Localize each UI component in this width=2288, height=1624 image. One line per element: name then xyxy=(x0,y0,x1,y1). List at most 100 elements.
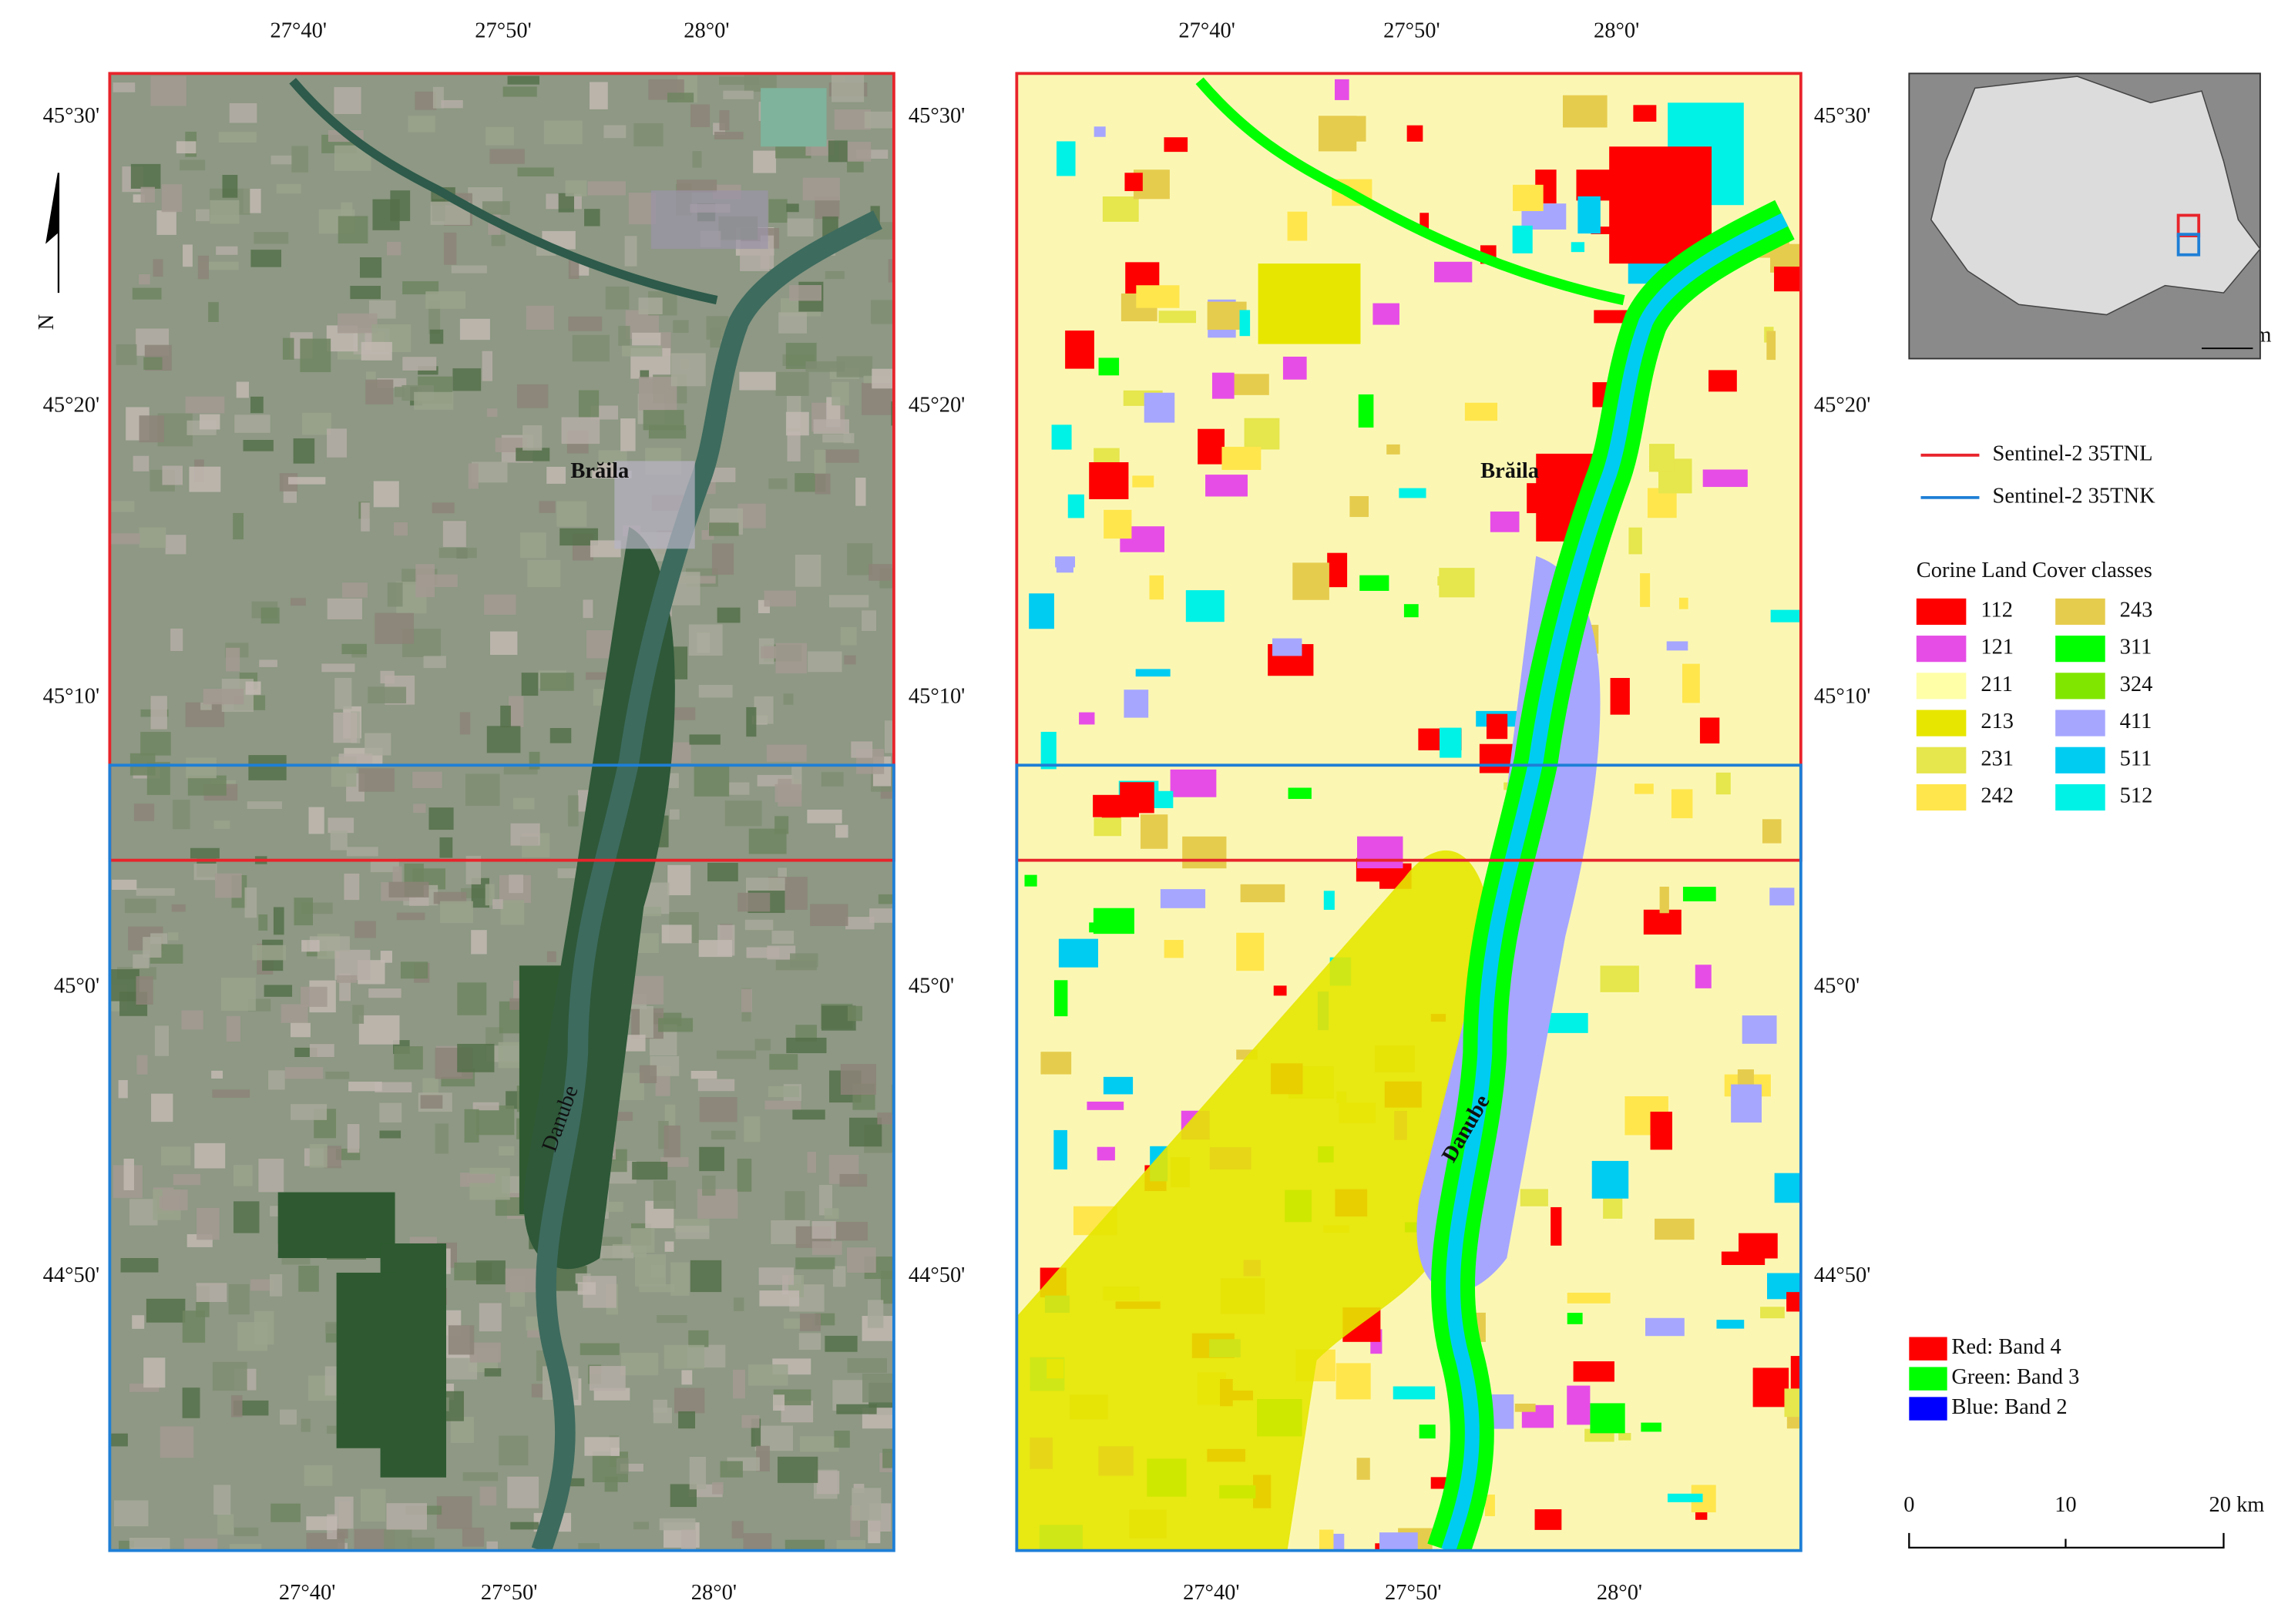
landcover-patch xyxy=(1338,116,1366,142)
tile-frame xyxy=(1015,72,1803,862)
field xyxy=(358,1015,400,1045)
field xyxy=(334,1496,354,1529)
landcover-patch xyxy=(1349,495,1369,518)
field xyxy=(146,1298,186,1323)
field xyxy=(521,673,539,696)
field xyxy=(635,1254,667,1287)
field xyxy=(507,1476,539,1508)
field xyxy=(402,281,439,295)
field xyxy=(811,1241,842,1256)
field xyxy=(657,1315,687,1324)
field xyxy=(270,155,293,165)
field xyxy=(401,961,428,979)
field xyxy=(111,501,135,512)
field xyxy=(475,1260,506,1285)
field xyxy=(872,368,893,389)
class-swatch xyxy=(2055,673,2105,700)
field xyxy=(250,396,264,414)
band-label: Red: Band 4 xyxy=(1951,1335,2061,1359)
field xyxy=(664,1126,680,1158)
field xyxy=(413,804,426,814)
landcover-patch xyxy=(1534,1509,1562,1530)
field xyxy=(670,353,706,387)
latitude-label: 45°20' xyxy=(909,394,965,418)
field xyxy=(254,1310,274,1345)
field xyxy=(440,901,473,924)
field xyxy=(559,528,598,546)
field xyxy=(733,1369,746,1399)
field xyxy=(516,448,550,461)
field xyxy=(831,73,865,102)
landcover-patch xyxy=(1512,225,1533,253)
field xyxy=(592,470,632,478)
field xyxy=(694,765,730,797)
field xyxy=(675,1226,710,1240)
field xyxy=(341,643,367,655)
field xyxy=(840,1063,877,1095)
field xyxy=(150,75,186,106)
field xyxy=(308,807,324,834)
landcover-patch xyxy=(1551,1206,1562,1246)
field xyxy=(156,210,176,235)
field xyxy=(436,1496,472,1529)
field xyxy=(234,1165,253,1186)
field xyxy=(699,1146,724,1172)
field xyxy=(139,415,165,443)
field xyxy=(799,1436,839,1452)
field xyxy=(633,1522,649,1530)
field xyxy=(558,193,574,213)
field xyxy=(350,286,381,300)
field xyxy=(176,141,197,154)
landcover-patch xyxy=(1334,79,1349,100)
field xyxy=(358,768,395,792)
field xyxy=(529,751,540,770)
landcover-patch xyxy=(1104,509,1132,539)
field xyxy=(130,163,161,189)
landcover-patch xyxy=(1065,331,1094,369)
field xyxy=(443,232,457,265)
field xyxy=(536,247,556,256)
field xyxy=(193,863,217,881)
field xyxy=(438,548,477,559)
field xyxy=(689,1456,707,1490)
field xyxy=(484,594,516,615)
field xyxy=(638,297,663,314)
field xyxy=(845,917,875,930)
field xyxy=(212,1361,247,1391)
field xyxy=(748,1364,788,1386)
field xyxy=(509,874,523,894)
field xyxy=(423,656,446,669)
field xyxy=(690,1260,722,1293)
field xyxy=(258,914,268,931)
field xyxy=(352,1005,365,1024)
field xyxy=(792,1109,825,1120)
field xyxy=(825,270,845,280)
legend-title: Corine Land Cover classes xyxy=(1917,559,2152,582)
class-swatch xyxy=(2055,598,2105,626)
field xyxy=(375,612,415,644)
landcover-patch xyxy=(1634,783,1654,794)
class-label: 311 xyxy=(2120,636,2152,659)
field xyxy=(810,904,848,927)
field xyxy=(464,1109,479,1143)
class-swatch xyxy=(1916,710,1967,737)
landcover-patch xyxy=(1087,1101,1124,1110)
landcover-patch xyxy=(1403,604,1419,618)
field xyxy=(452,368,482,391)
longitude-label: 28°0' xyxy=(691,1581,737,1605)
field xyxy=(199,414,220,430)
field xyxy=(482,201,510,215)
field xyxy=(834,1431,850,1448)
field xyxy=(864,111,893,129)
field xyxy=(778,867,787,884)
field xyxy=(862,1373,894,1403)
field xyxy=(167,932,179,941)
field xyxy=(739,371,776,391)
field xyxy=(761,646,777,659)
landcover-patch xyxy=(1762,819,1782,844)
field xyxy=(714,132,744,139)
landcover-patch xyxy=(1239,310,1251,337)
field xyxy=(737,892,771,912)
field xyxy=(160,1146,191,1166)
longitude-label: 28°0' xyxy=(1594,19,1639,43)
